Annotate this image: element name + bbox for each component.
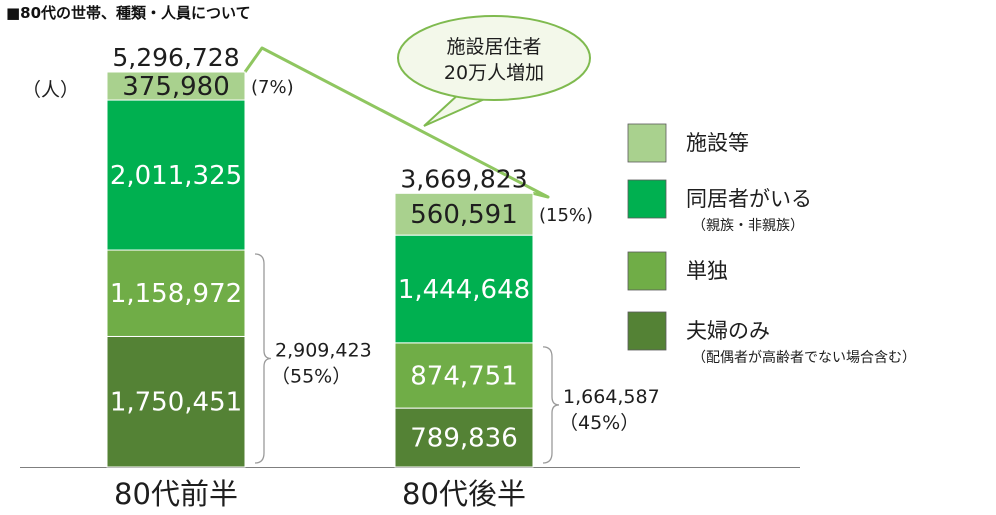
legend-swatch: [627, 123, 667, 163]
legend-swatch: [627, 311, 667, 351]
callout-bubble: [397, 15, 591, 101]
legend-swatch: [627, 251, 667, 291]
bracket: [254, 253, 272, 464]
legend-label: 同居者がいる: [686, 187, 812, 211]
legend-label: 施設等: [686, 131, 749, 155]
bracket-share: （45%）: [559, 412, 639, 434]
data-label: 1,444,648: [398, 275, 530, 305]
bar-segment: [394, 407, 534, 468]
increase-connector-line: [243, 46, 550, 199]
facility-share-label: (15%): [539, 205, 593, 226]
data-label: 375,980: [122, 72, 230, 102]
bar-segment: [394, 234, 534, 344]
data-label: 2,011,325: [110, 161, 242, 191]
bracket-share: （55%）: [271, 366, 351, 388]
callout-text: 20万人増加: [444, 62, 544, 84]
bar-segment: [106, 71, 246, 101]
legend-label: 夫婦のみ: [686, 319, 770, 343]
unit-label: （人）: [22, 79, 79, 101]
bracket: [542, 346, 560, 464]
legend-label: 単独: [686, 259, 728, 283]
data-label: 1,158,972: [110, 279, 242, 309]
total-label: 3,669,823: [400, 164, 527, 193]
category-label: 80代後半: [402, 477, 526, 511]
bar-segment: [394, 342, 534, 409]
total-label: 5,296,728: [112, 43, 239, 72]
bar-segment: [394, 192, 534, 236]
data-label: 789,836: [410, 424, 518, 454]
legend-sublabel: （配偶者が高齢者でない場合含む）: [692, 349, 916, 366]
bracket-value: 1,664,587: [563, 386, 660, 408]
facility-share-label: (7%): [251, 77, 294, 98]
legend-sublabel: （親族・非親族）: [692, 218, 804, 234]
callout-joint: [470, 88, 504, 96]
legend-swatch: [627, 179, 667, 219]
bracket-value: 2,909,423: [275, 340, 372, 362]
data-label: 1,750,451: [110, 388, 242, 418]
callout-text: 施設居住者: [446, 36, 541, 58]
bar-segment: [106, 335, 246, 468]
chart-title: ■80代の世帯、種類・人員について: [6, 4, 251, 22]
data-label: 560,591: [410, 200, 518, 230]
category-label: 80代前半: [114, 477, 238, 511]
data-label: 874,751: [410, 361, 518, 391]
bar-segment: [106, 99, 246, 251]
